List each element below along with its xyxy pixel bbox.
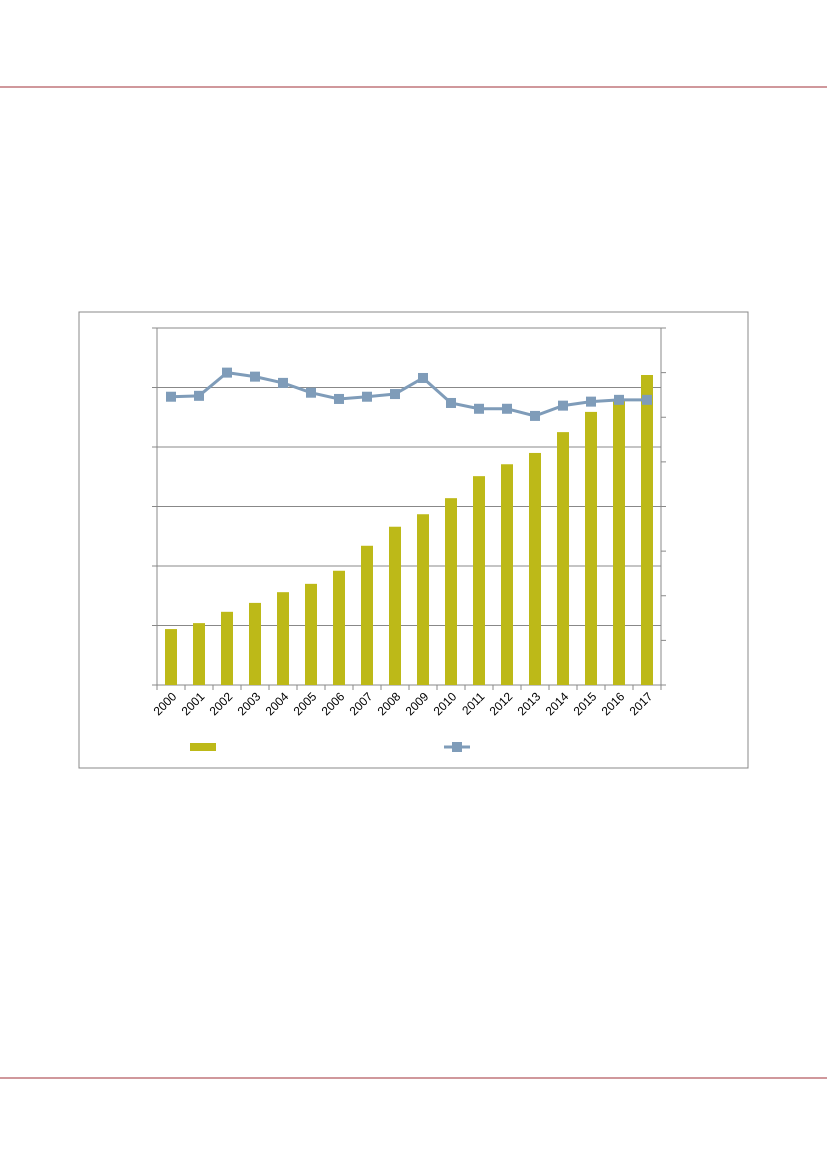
chart: 2000 2001 2002 2003 2004 2005 2006 2007 2008 2009… — [151, 327, 666, 752]
line-marker — [334, 393, 344, 404]
line-marker — [306, 387, 316, 398]
legend-swatch — [190, 743, 216, 751]
line-marker — [250, 371, 260, 382]
bar — [501, 464, 513, 685]
line-marker — [362, 391, 372, 402]
bar — [613, 399, 625, 685]
bar — [193, 623, 205, 685]
line-marker — [390, 389, 400, 400]
line-marker — [586, 396, 596, 407]
bar — [445, 498, 457, 685]
bar — [641, 375, 653, 685]
bar — [417, 514, 429, 685]
legend-swatch — [452, 742, 462, 752]
line-marker — [530, 410, 540, 421]
bar — [529, 452, 541, 685]
line-marker — [194, 390, 204, 401]
bar — [249, 602, 261, 685]
line-marker — [222, 367, 232, 378]
bar — [165, 629, 177, 685]
bar — [361, 545, 373, 685]
bar — [333, 570, 345, 685]
line-marker — [614, 394, 624, 405]
bar — [585, 411, 597, 685]
line-marker — [446, 397, 456, 408]
line-marker — [418, 372, 428, 383]
bar — [277, 592, 289, 685]
line-marker — [474, 403, 484, 414]
bar — [305, 583, 317, 685]
line-marker — [278, 377, 288, 388]
bar — [221, 611, 233, 685]
line-marker — [502, 403, 512, 414]
bar — [557, 432, 569, 685]
bar — [389, 526, 401, 685]
bar — [473, 476, 485, 685]
line-marker — [166, 391, 176, 402]
line-marker — [558, 400, 568, 411]
line-marker — [642, 394, 652, 405]
